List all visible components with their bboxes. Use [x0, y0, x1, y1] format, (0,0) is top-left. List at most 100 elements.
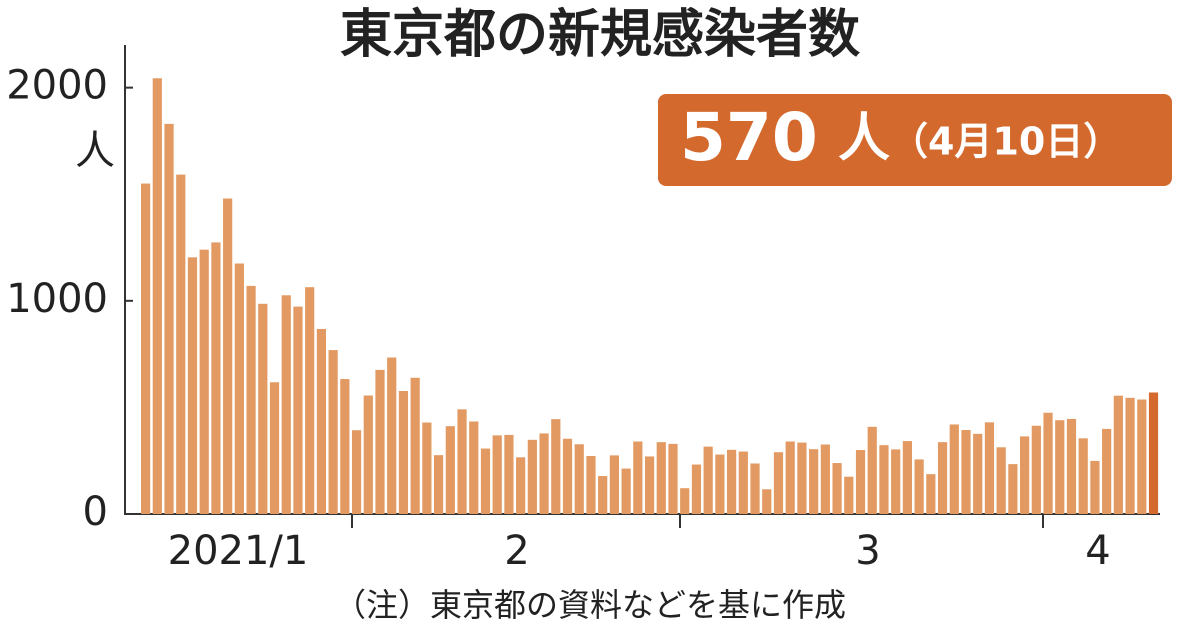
y-tick-label: 2000 [6, 63, 108, 109]
bar [480, 448, 491, 514]
bar [1008, 464, 1018, 514]
bar [1113, 395, 1123, 514]
bar [680, 488, 690, 514]
bar [914, 459, 924, 514]
bar [1020, 436, 1030, 514]
bar [633, 441, 643, 514]
y-tick-label: 0 [83, 489, 108, 535]
bar [141, 183, 151, 514]
bar [668, 443, 678, 514]
bar [644, 456, 655, 514]
bar [855, 450, 866, 514]
bar [621, 468, 631, 514]
y-tick-label: 1000 [6, 276, 108, 322]
bar [422, 422, 432, 514]
bar [1090, 460, 1100, 514]
x-tick-label: 2021/1 [168, 528, 309, 574]
bar [902, 441, 912, 514]
bar [539, 433, 549, 514]
bar [387, 357, 397, 514]
bar [738, 451, 748, 514]
bar [1125, 397, 1135, 514]
bar [410, 377, 420, 514]
bar [187, 257, 198, 514]
x-tick-label: 2 [504, 528, 529, 574]
bar [691, 464, 702, 514]
bar [797, 442, 807, 514]
annotation-date: （4月10日） [890, 120, 1121, 164]
bar [926, 474, 936, 514]
bar [844, 476, 854, 514]
bar [762, 489, 772, 514]
bar [551, 419, 561, 514]
bar [891, 449, 901, 514]
bar [434, 455, 444, 514]
bar [246, 285, 256, 514]
bar [715, 454, 725, 514]
bar [293, 306, 303, 514]
bar [1148, 392, 1159, 514]
bar [398, 390, 409, 514]
bar [176, 174, 186, 514]
bar [996, 447, 1006, 514]
chart-title: 東京都の新規感染者数 [340, 5, 860, 65]
bar [199, 249, 209, 514]
bar [961, 430, 971, 514]
annotation-unit: 人 [838, 109, 890, 169]
annotation-box [658, 94, 1172, 186]
bar [867, 426, 877, 514]
bar [809, 449, 819, 514]
bar [562, 438, 573, 514]
bar [281, 295, 291, 514]
bar [351, 430, 362, 514]
bar [574, 444, 584, 514]
bar [1043, 412, 1053, 514]
bar [785, 441, 795, 514]
bar [1078, 438, 1088, 514]
bar [211, 242, 221, 514]
bar [316, 328, 326, 514]
bar [937, 442, 948, 514]
x-tick-label: 3 [855, 528, 880, 574]
bar [328, 350, 338, 514]
bar [504, 434, 514, 514]
y-unit: 人 [75, 128, 115, 174]
bar [492, 435, 502, 514]
bar [656, 442, 666, 514]
bar [269, 382, 280, 514]
bar [609, 455, 619, 514]
bar [152, 78, 162, 515]
bar [164, 123, 174, 515]
bar [1102, 428, 1112, 514]
bar [773, 452, 784, 514]
bar [727, 449, 737, 514]
bar [820, 444, 830, 514]
bar [949, 424, 959, 514]
bar [879, 445, 889, 514]
bar [1031, 425, 1041, 514]
bar [445, 426, 455, 514]
bar [258, 303, 268, 514]
note: （注）東京都の資料などを基に作成 [334, 586, 846, 624]
bar [469, 421, 479, 514]
bar [832, 463, 842, 514]
bar [984, 422, 995, 514]
bar [598, 476, 608, 514]
bar [305, 287, 315, 514]
bar [1055, 420, 1065, 514]
bar [1066, 418, 1077, 514]
bar [586, 456, 596, 514]
bar [973, 433, 983, 514]
bar [340, 379, 350, 514]
bar [457, 409, 467, 514]
bar [363, 395, 373, 514]
x-tick-label: 4 [1085, 528, 1110, 574]
bar [516, 457, 526, 514]
bar [1137, 399, 1147, 514]
bar [223, 198, 233, 514]
annotation-value: 570 [680, 99, 818, 176]
bar [527, 439, 537, 514]
bar [375, 369, 385, 514]
bar [750, 463, 760, 514]
